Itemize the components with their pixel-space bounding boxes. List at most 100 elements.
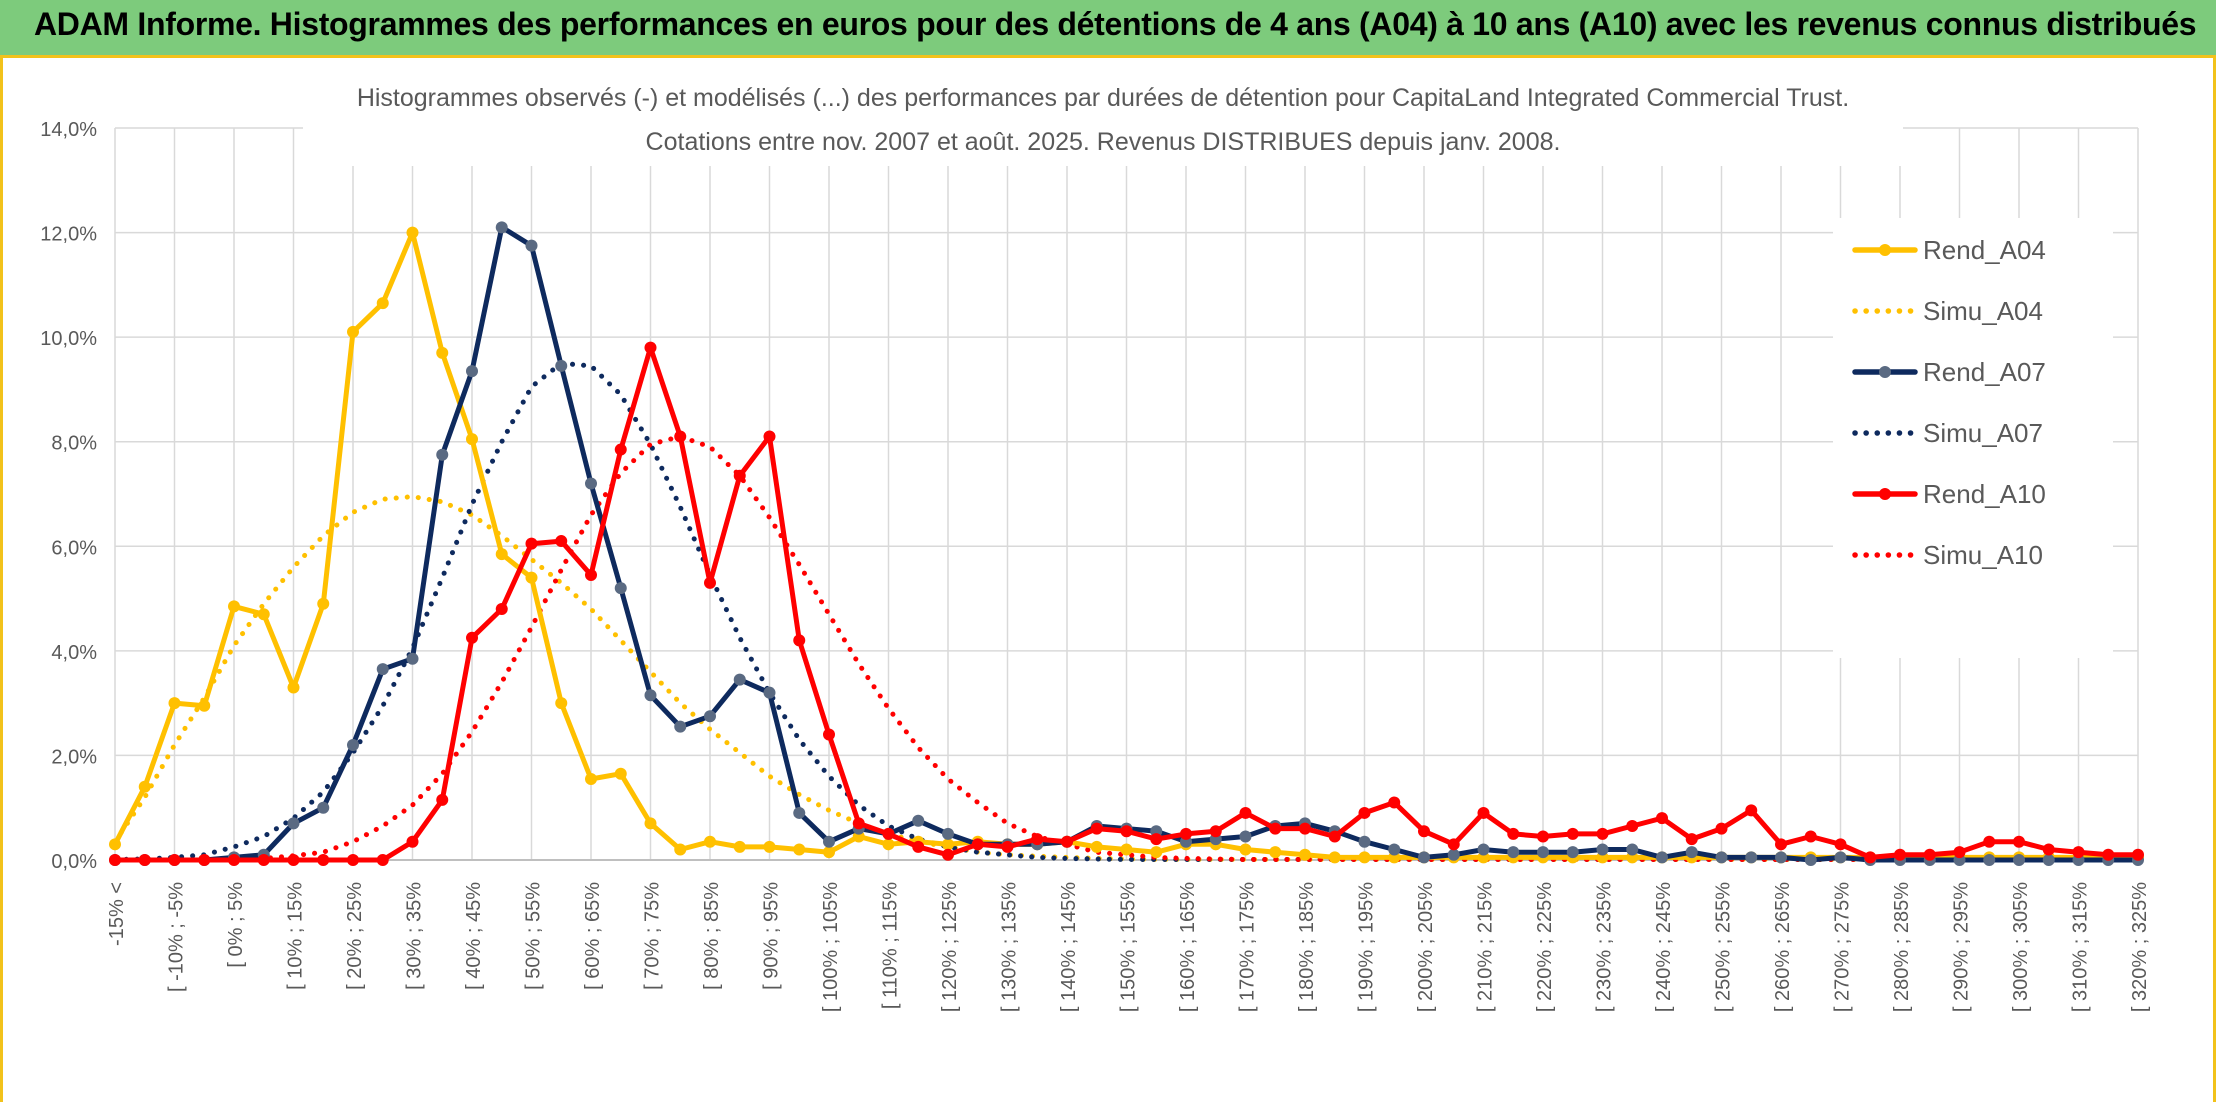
data-point — [555, 697, 568, 710]
legend-label: Simu_A10 — [1923, 540, 2043, 570]
data-point — [525, 239, 538, 252]
data-point — [1626, 820, 1639, 833]
x-tick-label: -15% < — [106, 882, 128, 946]
legend-item-simu-a04: Simu_A04 — [1852, 296, 2043, 326]
data-point — [1477, 806, 1490, 819]
x-tick-label: [ 310% ; 315% — [2070, 882, 2092, 1012]
data-point — [585, 772, 597, 785]
title-background — [303, 58, 1903, 166]
data-point — [1447, 838, 1460, 851]
data-point — [1090, 822, 1103, 835]
x-tick-label: [ 110% ; 115% — [880, 882, 902, 1009]
x-tick-label: [ 160% ; 165% — [1177, 882, 1199, 1012]
data-point — [1120, 825, 1133, 838]
data-point — [674, 430, 687, 443]
chart-title-line-2: Cotations entre nov. 2007 et août. 2025.… — [646, 128, 1561, 156]
data-point — [1418, 851, 1430, 864]
x-tick-label: [ 180% ; 185% — [1296, 882, 1318, 1012]
data-point — [1804, 854, 1817, 866]
data-point — [1269, 846, 1282, 859]
data-point — [525, 537, 538, 550]
chart-title: Histogrammes observés (-) et modélisés (… — [303, 58, 1903, 166]
data-point — [1953, 846, 1966, 859]
data-point — [1923, 848, 1936, 861]
data-point — [1418, 825, 1430, 838]
data-point — [376, 854, 389, 866]
x-tick-label: [ 150% ; 155% — [1118, 882, 1140, 1012]
y-tick-label: 2,0% — [51, 746, 97, 768]
title-banner: ADAM Informe. Histogrammes des performan… — [0, 0, 2216, 58]
data-point — [1537, 830, 1549, 843]
data-point — [317, 801, 330, 814]
data-point — [436, 793, 449, 806]
data-point — [228, 600, 240, 613]
data-point — [436, 448, 449, 461]
data-point — [674, 843, 687, 856]
data-point — [882, 838, 895, 851]
data-point — [733, 840, 746, 853]
data-point — [1864, 851, 1877, 864]
data-point — [555, 535, 568, 548]
data-point — [1388, 843, 1401, 856]
series-line — [112, 360, 2141, 862]
data-point — [2072, 846, 2085, 859]
data-point — [1150, 846, 1163, 859]
data-point — [138, 854, 151, 866]
chart-title-line-1: Histogrammes observés (-) et modélisés (… — [357, 84, 1849, 112]
x-tick-label: [ 0% ; 5% — [225, 882, 247, 968]
legend-item-rend-a04: Rend_A04 — [1852, 235, 2046, 265]
legend-label: Simu_A07 — [1923, 418, 2043, 448]
x-tick-label: [ 30% ; 35% — [404, 882, 426, 990]
data-point — [674, 720, 687, 733]
data-point — [585, 477, 597, 490]
data-point — [1537, 846, 1549, 859]
data-point — [704, 576, 716, 589]
data-point — [525, 571, 538, 584]
x-tick-label: [ 170% ; 175% — [1237, 882, 1259, 1012]
data-point — [1239, 806, 1252, 819]
x-tick-label: [ 130% ; 135% — [999, 882, 1021, 1012]
data-point — [882, 827, 895, 840]
data-point — [1775, 838, 1787, 851]
data-point — [198, 854, 211, 866]
x-tick-label: [ 60% ; 65% — [582, 882, 604, 990]
data-point — [1596, 843, 1609, 856]
legend-marker — [1879, 244, 1891, 256]
data-point — [466, 433, 478, 446]
x-tick-label: [ 270% ; 275% — [1832, 882, 1854, 1012]
data-point — [942, 827, 954, 840]
data-point — [1209, 825, 1222, 838]
data-point — [1804, 830, 1817, 843]
data-point — [1685, 846, 1698, 859]
data-point — [1745, 851, 1758, 864]
data-point — [614, 582, 627, 595]
x-tick-label: [ 250% ; 255% — [1713, 882, 1735, 1012]
y-tick-label: 12,0% — [40, 224, 97, 246]
data-point — [644, 817, 657, 830]
legend-label: Rend_A07 — [1923, 357, 2046, 387]
data-point — [763, 430, 776, 443]
x-tick-label: [ 120% ; 125% — [939, 882, 961, 1012]
x-tick-label: [ 290% ; 295% — [1951, 882, 1973, 1012]
x-tick-label: [ 20% ; 25% — [344, 882, 366, 990]
y-tick-label: 8,0% — [51, 433, 97, 455]
data-point — [823, 835, 835, 848]
data-point — [406, 226, 419, 239]
data-point — [1894, 848, 1906, 861]
data-point — [287, 817, 300, 830]
data-point — [585, 569, 597, 582]
axis-layer: 0,0% 2,0% 4,0% 6,0% 8,0% 10,0% 12,0% 14,0% -15% … — [40, 119, 2151, 1012]
data-point — [406, 652, 419, 665]
x-tick-label: [ -10% ; -5% — [166, 882, 188, 992]
data-point — [347, 738, 359, 751]
data-point — [1626, 843, 1639, 856]
data-point — [912, 814, 925, 827]
data-point — [1656, 851, 1668, 864]
data-point — [1180, 827, 1192, 840]
series-simu-a07 — [112, 360, 2141, 862]
data-point — [466, 365, 478, 378]
banner-title: ADAM Informe. Histogrammes des performan… — [34, 6, 2197, 42]
legend-item-rend-a10: Rend_A10 — [1852, 479, 2046, 509]
data-point — [823, 846, 835, 859]
data-point — [376, 297, 389, 310]
